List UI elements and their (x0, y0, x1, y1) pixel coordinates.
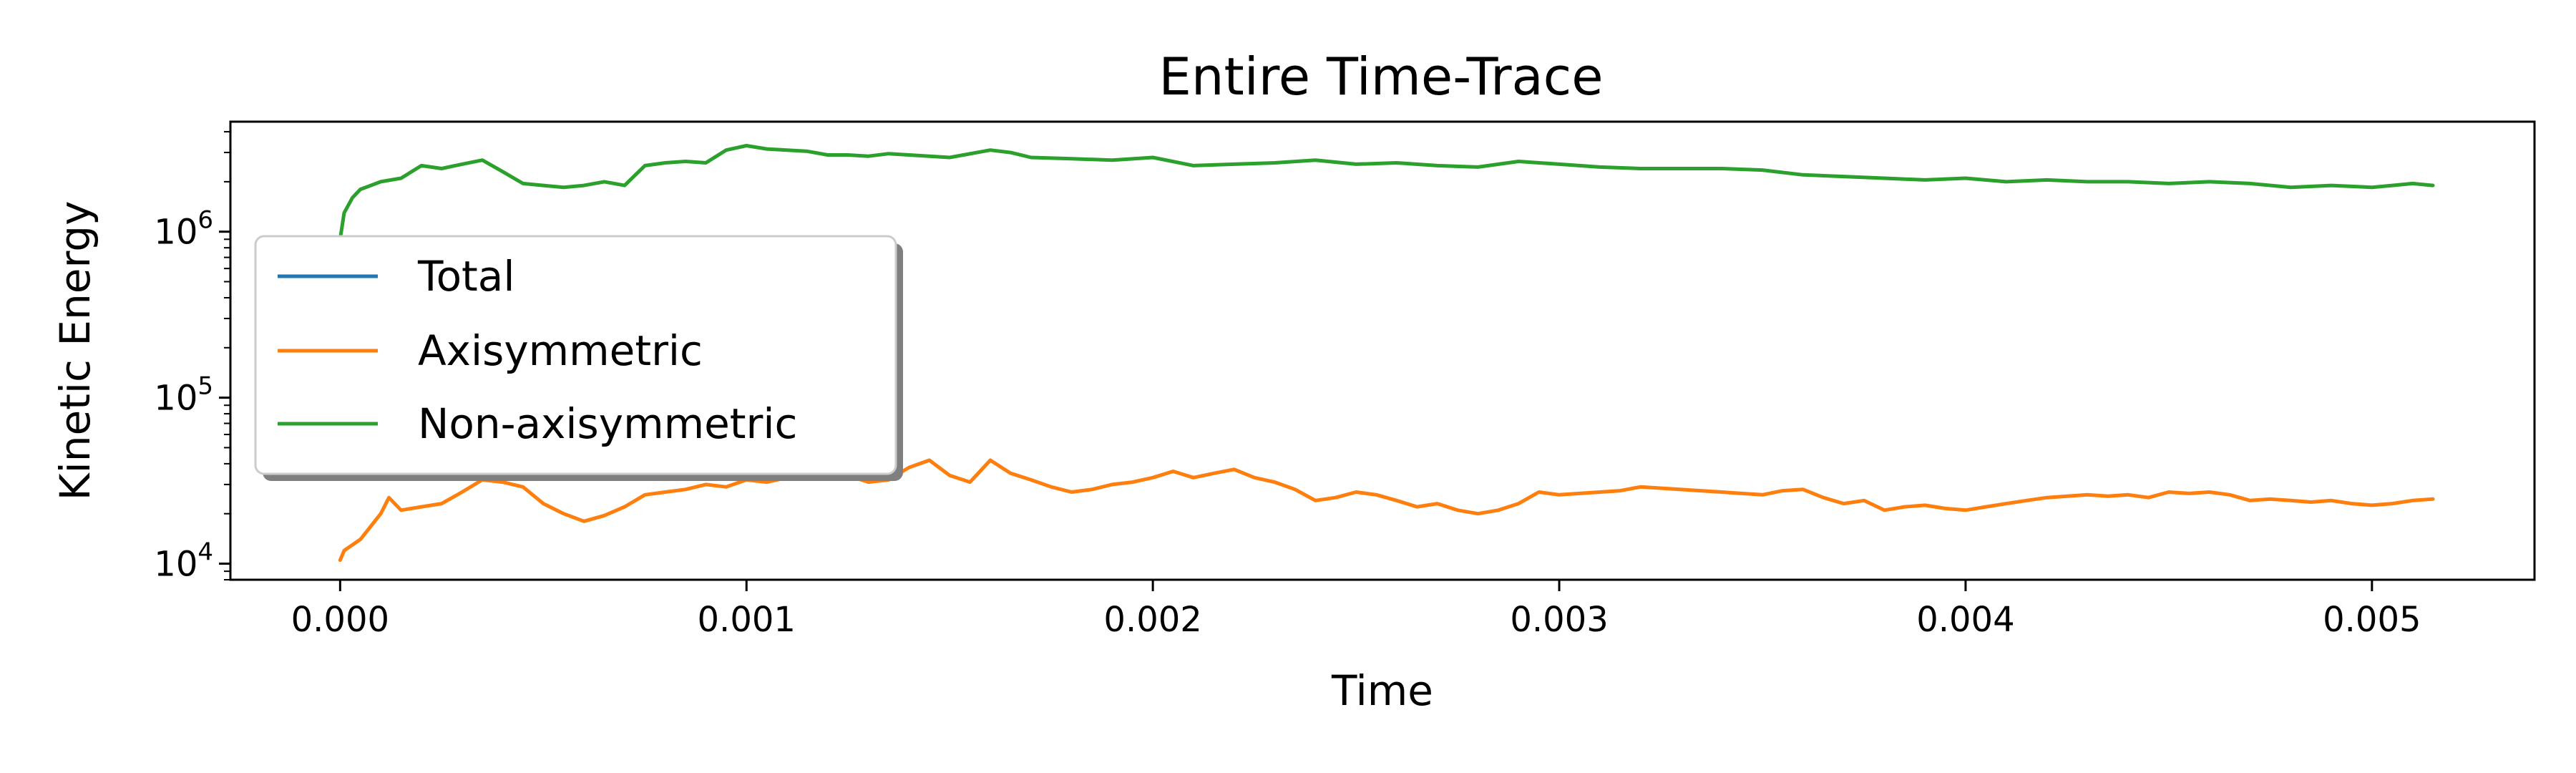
series-line-1 (338, 458, 2435, 563)
legend-label-1: Axisymmetric (418, 326, 703, 375)
legend-label-2: Non-axisymmetric (418, 399, 797, 448)
x-axis-label: Time (1331, 666, 1433, 715)
y-tick-exponent: 6 (197, 206, 213, 235)
y-tick-exponent: 5 (197, 372, 213, 401)
series-line-2 (338, 144, 2435, 241)
x-tick-label: 0.000 (291, 600, 389, 640)
x-tick-label: 0.002 (1103, 600, 1201, 640)
y-tick-base: 10 (154, 213, 197, 253)
legend: Total Axisymmetric Non-axisymmetric (254, 235, 903, 481)
y-axis-label: Kinetic Energy (51, 201, 99, 501)
legend-label-0: Total (417, 252, 514, 301)
x-tick-label: 0.001 (698, 600, 796, 640)
x-tick-label: 0.003 (1510, 600, 1608, 640)
legend-entries: Total Axisymmetric Non-axisymmetric (278, 252, 797, 448)
y-tick-label: 105 (154, 372, 213, 419)
y-tick-exponent: 4 (197, 538, 213, 567)
y-tick-label: 106 (154, 206, 213, 253)
y-tick-label: 104 (154, 538, 213, 585)
plot-lines (338, 144, 2435, 563)
y-tick-base: 10 (154, 545, 197, 585)
legend-box (254, 235, 897, 475)
chart-title: Entire Time-Trace (1158, 47, 1603, 107)
x-tick-label: 0.004 (1916, 600, 2014, 640)
y-tick-base: 10 (154, 379, 197, 419)
x-axis-ticks: 0.000 0.001 0.002 0.003 0.004 0.005 (291, 580, 2421, 640)
x-tick-label: 0.005 (2323, 600, 2421, 640)
plot-area-frame (229, 120, 2536, 581)
